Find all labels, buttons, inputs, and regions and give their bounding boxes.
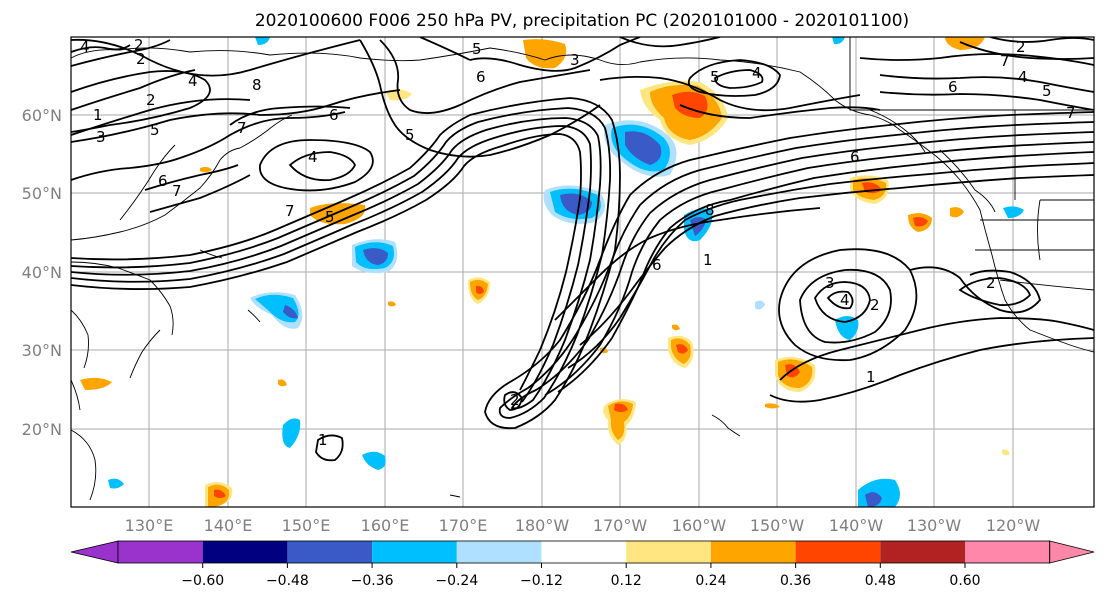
contour-label: 6 [158,172,168,190]
colorbar-swatch [965,541,1050,563]
colorbar-swatch [456,541,542,563]
colorbar-swatch [287,541,373,563]
lon-label: 150°W [750,516,805,535]
colorbar-swatch [710,541,796,563]
colorbar-swatch [795,541,881,563]
contour-label: 6 [948,78,958,96]
contour-label: 7 [285,202,295,220]
pv-contour-labels: 4 2 5 2 1 2 3 5 6 7 4 8 7 6 7 5 6 5 3 4 … [80,36,1076,449]
lat-label: 60°N [22,106,62,125]
contour-label: 5 [472,40,482,58]
map-panel: 4 2 5 2 1 2 3 5 6 7 4 8 7 6 7 5 6 5 3 4 … [71,36,1094,507]
latitude-labels: 60°N 50°N 40°N 30°N 20°N [22,106,62,439]
colorbar-extend-high [1049,540,1095,564]
precipitation-shading [80,37,1024,507]
contour-label: 2 [1016,38,1026,56]
contour-label: 1 [703,251,713,269]
lat-label: 50°N [22,184,62,203]
colorbar: −0.60 −0.48 −0.36 −0.24 −0.12 0.12 0.24 … [70,540,1095,589]
contour-label: 2 [134,36,144,54]
contour-label: 3 [96,128,106,146]
contour-label: 5 [325,208,335,226]
lon-label: 130°E [125,516,174,535]
lat-label: 20°N [22,420,62,439]
contour-label: 7 [1066,104,1076,122]
lon-label: 160°E [361,516,410,535]
lat-label: 30°N [22,341,62,360]
map-frame [70,36,1095,508]
contour-label: 6 [329,106,339,124]
contour-label: 5 [710,68,720,86]
negative-precip-anomaly-shading [108,37,1024,507]
colorbar-tick-label: 0.48 [865,573,896,589]
colorbar-tick-label: −0.24 [435,573,478,589]
lon-label: 150°E [282,516,331,535]
colorbar-extend-low [70,540,119,564]
contour-label: 4 [80,38,90,56]
contour-label: 4 [840,291,850,309]
colorbar-ticks [202,563,966,568]
lat-label: 40°N [22,263,62,282]
contour-label: 3 [570,51,580,69]
contour-label: 8 [252,76,262,94]
lon-label: 120°W [986,516,1041,535]
lon-label: 170°E [439,516,488,535]
lon-label: 160°W [672,516,727,535]
contour-label: 2 [986,274,996,292]
contour-label: 4 [308,148,318,166]
colorbar-tick-label: 0.24 [695,573,726,589]
contour-label: 1 [318,431,328,449]
positive-precip-anomaly-shading [80,37,1010,507]
contour-label: 1 [93,106,103,124]
contour-label: 6 [476,68,486,86]
colorbar-swatch [118,541,203,563]
contour-label: 4 [188,72,198,90]
colorbar-tick-label: −0.36 [351,573,394,589]
contour-label: 2 [870,296,880,314]
colorbar-tick-label: 0.36 [780,573,811,589]
lon-label: 130°W [907,516,962,535]
colorbar-tick-label: −0.48 [266,573,309,589]
colorbar-tick-label: 0.60 [949,573,980,589]
contour-label: 7 [1000,52,1010,70]
contour-label: 4 [1018,68,1028,86]
colorbar-frame [117,540,1051,564]
colorbar-tick-label: 0.12 [611,573,642,589]
colorbar-swatch [202,541,288,563]
contour-label: 6 [850,148,860,166]
colorbar-swatch [372,541,457,563]
contour-label: 1 [866,368,876,386]
contour-label: 2 [146,91,156,109]
contour-label: 5 [1042,82,1052,100]
contour-label: 5 [405,126,415,144]
lon-label: 140°W [829,516,884,535]
contour-label: 6 [652,256,662,274]
contour-label: 2 [510,391,520,409]
pv-contours [71,37,1094,462]
contour-label: 8 [705,201,715,219]
colorbar-swatch [626,541,711,563]
lon-label: 180°W [515,516,570,535]
colorbar-swatch [880,541,965,563]
contour-label: 2 [136,50,146,68]
colorbar-swatch [541,541,627,563]
contour-label: 4 [752,64,762,82]
contour-label: 5 [150,121,160,139]
contour-label: 3 [825,274,835,292]
longitude-labels: 130°E 140°E 150°E 160°E 170°E 180°W 170°… [125,516,1041,535]
contour-label: 7 [237,119,247,137]
colorbar-tick-label: −0.60 [181,573,224,589]
figure-title: 2020100600 F006 250 hPa PV, precipitatio… [255,11,909,31]
lon-label: 140°E [204,516,253,535]
colorbar-tick-label: −0.12 [520,573,563,589]
lon-label: 170°W [593,516,648,535]
contour-label: 7 [172,182,182,200]
